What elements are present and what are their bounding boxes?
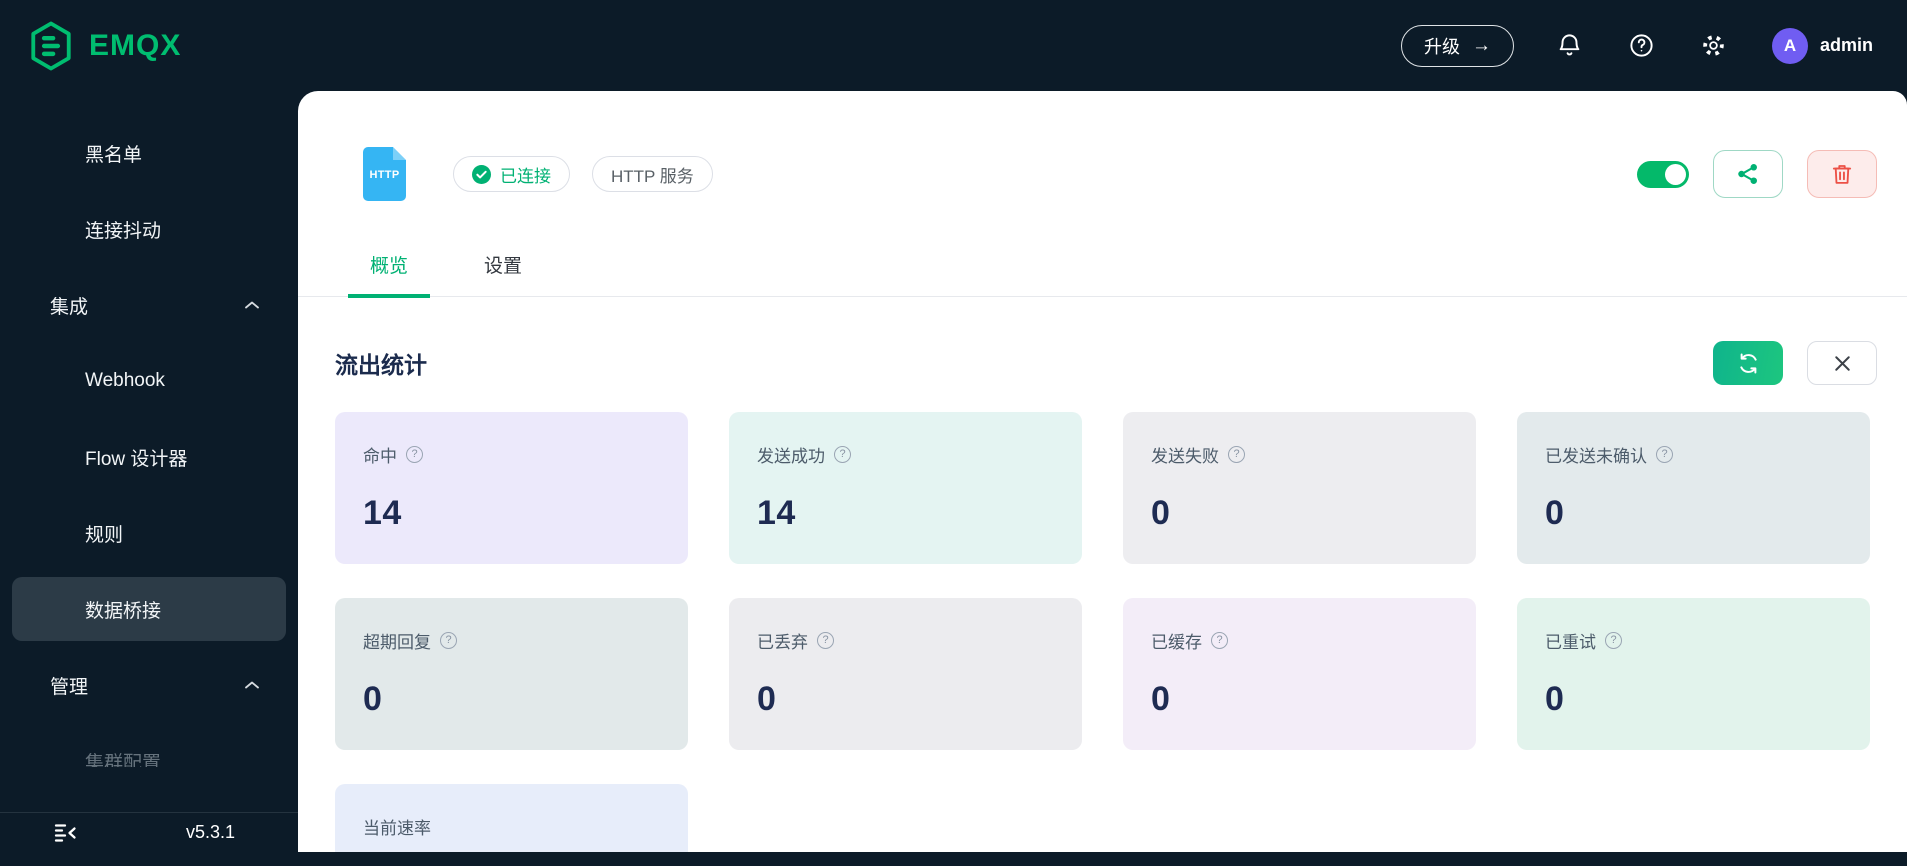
version-label: v5.3.1 [186,822,236,842]
chevron-up-icon [244,300,260,310]
sidebar-nav: 黑名单 连接抖动 集成 Webhook Flow 设计器 [0,91,298,852]
stat-label-row: 已缓存 ? [1151,630,1448,652]
close-icon [1834,355,1850,371]
share-button[interactable] [1713,150,1783,198]
settings-gear-icon[interactable] [1700,32,1727,59]
stat-label-row: 已丢弃 ? [757,630,1054,652]
sidebar-item-flow-designer[interactable]: Flow 设计器 [85,448,188,470]
question-help-icon[interactable]: ? [1228,445,1245,463]
share-icon [1738,164,1757,184]
stat-value: 0 [363,680,383,718]
stat-value: 14 [757,494,796,532]
type-badge: HTTP 服务 [592,156,713,192]
bridge-header: HTTP 已连接 HTTP 服务 [363,147,1877,201]
question-help-icon[interactable]: ? [1656,445,1673,463]
emqx-logo-text: EMQX [89,28,182,62]
sidebar-footer: v5.3.1 [0,812,298,852]
topbar-actions: 升级 → A admin [1400,24,1873,67]
sidebar-item-webhook[interactable]: Webhook [85,370,165,391]
stat-value: 0 [1545,494,1565,532]
stat-label-row: 超期回复 ? [363,630,660,652]
status-badge: 已连接 [453,156,570,192]
toggle-knob [1665,163,1686,185]
stat-card-sent-unconfirmed: 已发送未确认 ? 0 [1517,412,1870,564]
username-label: admin [1819,35,1873,55]
http-file-icon: HTTP [363,147,406,201]
stat-card-queuing: 已缓存 ? 0 [1123,598,1476,750]
arrow-right-icon: → [1471,35,1491,56]
close-stats-button[interactable] [1807,341,1877,385]
sidebar-item-flapping-detect[interactable]: 连接抖动 [85,220,162,242]
upgrade-button[interactable]: 升级 → [1400,24,1514,67]
question-help-icon[interactable]: ? [406,445,423,463]
stat-label-row: 命中 ? [363,444,660,466]
stat-value: 0 [1151,494,1171,532]
stat-card-sent-success: 发送成功 ? 14 [729,412,1082,564]
stat-value: 0 [757,680,777,718]
sidebar-item-cluster-settings[interactable]: 集群配置 [85,752,162,768]
question-help-icon[interactable]: ? [834,445,851,463]
stat-label-row: 已发送未确认 ? [1545,444,1842,466]
help-icon[interactable] [1628,32,1655,59]
stats-section-header: 流出统计 [335,341,1877,385]
stat-label-row: 发送成功 ? [757,444,1054,466]
collapse-sidebar-icon[interactable] [52,821,80,845]
bridge-actions [1637,150,1877,198]
sidebar-menu: 黑名单 连接抖动 集成 Webhook Flow 设计器 [0,91,298,767]
sidebar-item-rules[interactable]: 规则 [85,524,124,546]
stats-grid: 命中 ? 14 发送成功 ? 14 发送失败 ? 0 [335,412,1877,852]
sidebar-item-integration[interactable]: 集成 [12,273,286,337]
check-circle-icon [472,164,491,184]
delete-button[interactable] [1807,150,1877,198]
tab-overview[interactable]: 概览 [347,249,431,298]
stat-label-row: 当前速率 [363,818,431,838]
top-bar: EMQX 升级 → A admin [0,0,1907,91]
stat-card-dropped: 已丢弃 ? 0 [729,598,1082,750]
stat-label-row: 已重试 ? [1545,630,1842,652]
refresh-button[interactable] [1713,341,1783,385]
stat-card-sent-failed: 发送失败 ? 0 [1123,412,1476,564]
question-help-icon[interactable]: ? [1211,631,1228,649]
stat-value: 0 [1545,680,1565,718]
stat-card-matched: 命中 ? 14 [335,412,688,564]
question-help-icon[interactable]: ? [440,631,457,649]
stat-card-current-rate: 当前速率 [335,784,688,852]
stat-card-retried: 已重试 ? 0 [1517,598,1870,750]
stat-value: 14 [363,494,402,532]
user-avatar[interactable]: A [1771,27,1808,64]
stat-value: 0 [1151,680,1171,718]
sidebar-item-blacklist[interactable]: 黑名单 [85,144,143,166]
content-panel: HTTP 已连接 HTTP 服务 [298,91,1907,852]
sidebar-item-data-bridge[interactable]: 数据桥接 [12,577,286,641]
trash-icon [1832,165,1852,184]
notifications-bell-icon[interactable] [1556,32,1583,59]
bridge-badges: 已连接 HTTP 服务 [453,156,713,192]
tab-settings[interactable]: 设置 [484,256,523,277]
emqx-logo-icon [28,21,74,71]
tab-bar: 概览 设置 [298,249,1907,298]
emqx-logo: EMQX [28,21,181,71]
sidebar-item-management[interactable]: 管理 [12,653,286,717]
section-actions [1713,341,1877,385]
stat-card-late-reply: 超期回复 ? 0 [335,598,688,750]
question-help-icon[interactable]: ? [1605,631,1622,649]
section-title: 流出统计 [335,352,427,378]
refresh-icon [1739,353,1757,373]
question-help-icon[interactable]: ? [817,631,834,649]
stat-label-row: 发送失败 ? [1151,444,1448,466]
chevron-up-icon [244,680,260,690]
enable-toggle[interactable] [1637,160,1689,188]
